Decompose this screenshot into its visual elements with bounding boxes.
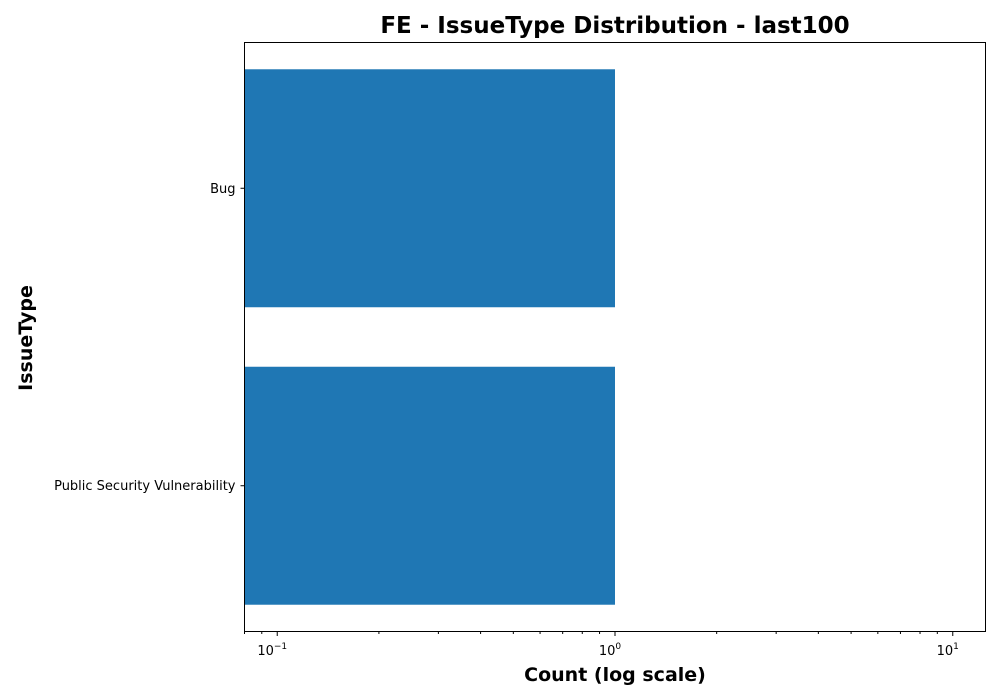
y-tick-label: Bug (210, 182, 235, 197)
bar-bug (244, 69, 615, 308)
x-tick-label: 101 (937, 642, 959, 659)
chart-title: FE - IssueType Distribution - last100 (380, 13, 849, 39)
y-axis-ticks: Bug Public Security Vulnerability (54, 182, 245, 494)
x-tick-label: 10−1 (257, 642, 287, 659)
x-tick-label: 100 (599, 642, 622, 659)
x-axis-ticks: 10−1 100 101 (244, 631, 959, 659)
bar-public-security-vulnerability (244, 366, 615, 605)
y-axis-label: IssueType (15, 285, 37, 391)
y-tick-label: Public Security Vulnerability (54, 479, 236, 494)
bar-group (244, 69, 615, 605)
x-axis-label: Count (log scale) (524, 664, 706, 686)
